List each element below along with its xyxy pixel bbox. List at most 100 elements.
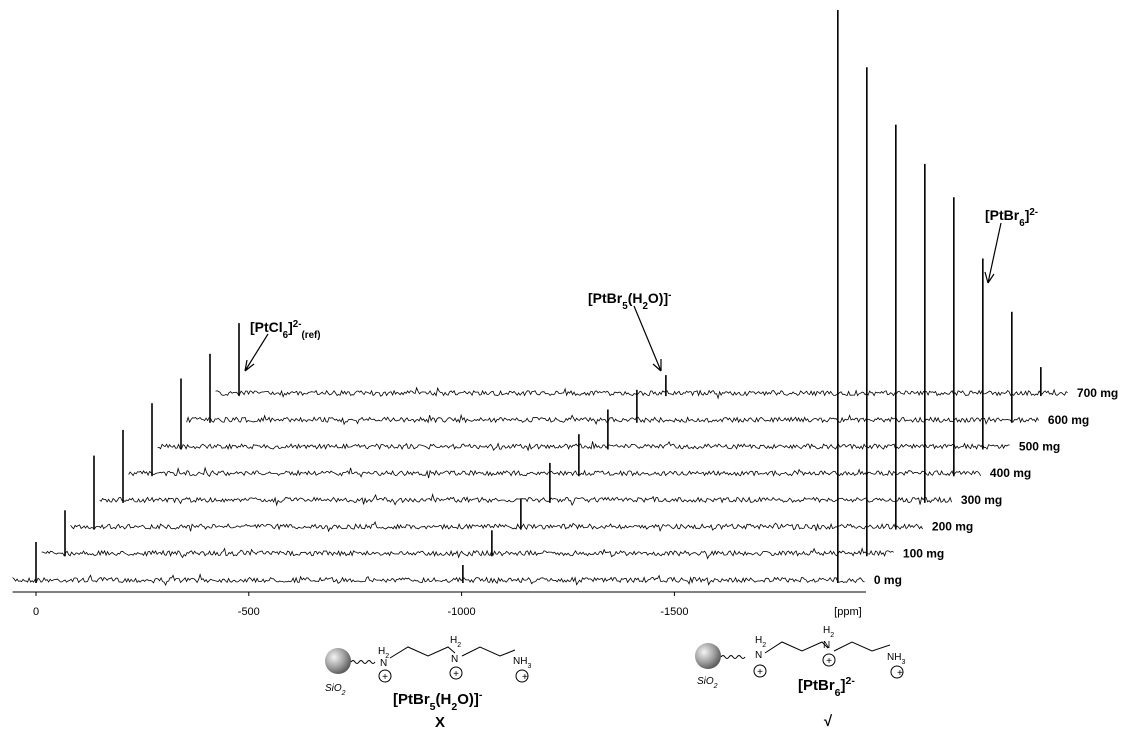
atom-label: NH3 bbox=[513, 656, 531, 670]
trace-label: 500 mg bbox=[1019, 440, 1060, 454]
text-piece: 3 bbox=[901, 659, 905, 666]
trace-label: 700 mg bbox=[1077, 386, 1118, 400]
text-piece: 2 bbox=[642, 301, 648, 312]
text-piece: + bbox=[897, 668, 903, 679]
atom-label: H2 bbox=[378, 646, 389, 660]
text-piece: + bbox=[453, 669, 459, 680]
annotation: [PtBr5(H2O)]- bbox=[588, 290, 671, 312]
trace-label: 100 mg bbox=[903, 546, 944, 560]
baseline-noise bbox=[215, 386, 1068, 400]
text-piece: 6 bbox=[283, 330, 289, 341]
chain bbox=[389, 646, 516, 659]
text-piece: + bbox=[826, 656, 832, 667]
x-tick-label: -1500 bbox=[660, 606, 688, 618]
baseline-noise bbox=[128, 466, 981, 479]
baseline-noise bbox=[70, 520, 923, 533]
atom-label: + bbox=[522, 672, 528, 683]
baseline-noise bbox=[41, 547, 894, 560]
charge-circle bbox=[378, 669, 392, 683]
text-piece: 2 bbox=[713, 683, 718, 690]
text-piece: O)] bbox=[457, 691, 479, 708]
text-piece: [PtBr bbox=[393, 691, 430, 708]
atom-label: N bbox=[380, 658, 387, 669]
linker bbox=[720, 655, 746, 659]
text-piece: 2- bbox=[846, 675, 856, 687]
text-piece: H bbox=[378, 646, 385, 657]
text-piece: - bbox=[479, 689, 483, 701]
atom-label: N bbox=[451, 654, 458, 665]
structure-caption: [PtBr5(H2O)]- bbox=[393, 689, 483, 713]
structure-left bbox=[325, 646, 529, 683]
text-piece: N bbox=[823, 640, 830, 651]
text-piece: ] bbox=[1025, 207, 1030, 223]
text-piece: 5 bbox=[622, 301, 628, 312]
text-piece: N bbox=[451, 654, 458, 665]
atom-label: NH3 bbox=[887, 652, 905, 666]
text-piece: - bbox=[668, 290, 671, 301]
text-piece: NH bbox=[887, 652, 901, 663]
text-piece: (H bbox=[436, 691, 452, 708]
text-piece: 2 bbox=[385, 653, 389, 660]
arrow bbox=[633, 305, 662, 372]
text-piece: (ref) bbox=[302, 330, 321, 341]
charge-circle bbox=[753, 664, 767, 678]
text-piece: 2 bbox=[762, 642, 766, 649]
atom-label: + bbox=[757, 667, 763, 678]
text-piece: [PtBr bbox=[798, 677, 835, 694]
text-piece: [PtBr bbox=[588, 290, 623, 306]
annotation: [PtBr6]2- bbox=[985, 207, 1038, 229]
trace-label: 600 mg bbox=[1048, 413, 1089, 427]
charge-circle bbox=[890, 665, 904, 679]
baseline-noise bbox=[99, 492, 952, 507]
verdict: X bbox=[435, 714, 445, 731]
text-piece: 2 bbox=[457, 642, 461, 649]
verdict: √ bbox=[824, 713, 833, 730]
baseline-noise bbox=[157, 441, 1010, 452]
atom-label: H2 bbox=[450, 635, 461, 649]
text-piece: [PtBr bbox=[985, 207, 1020, 223]
text-piece: ] bbox=[841, 677, 846, 694]
silica-sphere bbox=[325, 648, 351, 674]
text-piece: O)] bbox=[648, 290, 668, 306]
text-piece: SiO bbox=[697, 676, 714, 687]
text-piece: 2- bbox=[293, 319, 302, 330]
text-piece: H bbox=[755, 635, 762, 646]
linker bbox=[350, 660, 376, 664]
atom-label: + bbox=[453, 669, 459, 680]
baseline-noise bbox=[12, 573, 865, 586]
text-piece: 2- bbox=[1029, 207, 1038, 218]
text-piece: + bbox=[382, 672, 388, 683]
atom-label: + bbox=[382, 672, 388, 683]
atom-label: H2 bbox=[755, 635, 766, 649]
text-piece: H bbox=[823, 625, 830, 636]
text-piece: N bbox=[380, 658, 387, 669]
text-piece: [PtCl bbox=[250, 319, 283, 335]
atom-label: SiO2 bbox=[697, 676, 718, 690]
x-tick-label: -500 bbox=[238, 606, 260, 618]
baseline-noise bbox=[186, 413, 1039, 426]
charge-circle bbox=[515, 669, 529, 683]
text-piece: SiO bbox=[325, 683, 342, 694]
text-piece: NH bbox=[513, 656, 527, 667]
text-piece: + bbox=[522, 672, 528, 683]
atom-label: H2 bbox=[823, 625, 834, 639]
arrow bbox=[244, 333, 269, 372]
structure-caption: [PtBr6]2- bbox=[798, 675, 855, 699]
atom-label: N bbox=[755, 650, 762, 661]
structure-right bbox=[695, 641, 904, 679]
trace-label: 200 mg bbox=[932, 520, 973, 534]
arrow bbox=[984, 222, 1002, 284]
atom-label: SiO2 bbox=[325, 683, 346, 697]
annotation: [PtCl6]2-(ref) bbox=[250, 319, 321, 341]
text-piece: 2 bbox=[341, 690, 346, 697]
text-piece: (H bbox=[628, 290, 643, 306]
text-piece: + bbox=[757, 667, 763, 678]
text-piece: ] bbox=[288, 319, 293, 335]
text-piece: 6 bbox=[835, 687, 841, 699]
atom-label: + bbox=[826, 656, 832, 667]
x-tick-label: -1000 bbox=[448, 606, 476, 618]
trace-label: 300 mg bbox=[961, 493, 1002, 507]
trace-label: 400 mg bbox=[990, 466, 1031, 480]
text-piece: H bbox=[450, 635, 457, 646]
